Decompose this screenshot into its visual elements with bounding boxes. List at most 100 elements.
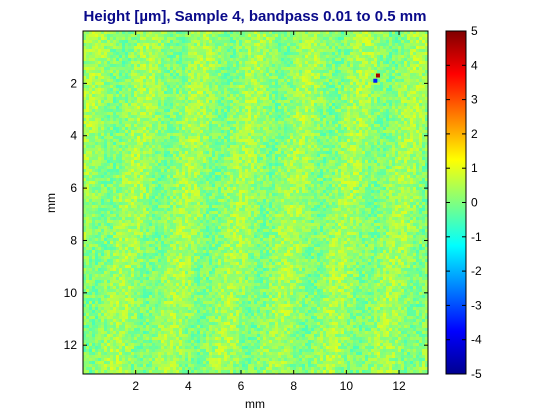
heatmap-cell: [116, 103, 119, 106]
heatmap-cell: [353, 139, 356, 142]
heatmap-cell: [203, 148, 206, 151]
heatmap-cell: [101, 52, 104, 55]
heatmap-cell: [131, 88, 134, 91]
heatmap-cell: [356, 61, 359, 64]
heatmap-cell: [302, 73, 305, 76]
heatmap-cell: [188, 139, 191, 142]
heatmap-cell: [338, 127, 341, 130]
heatmap-cell: [98, 55, 101, 58]
heatmap-cell: [308, 34, 311, 37]
heatmap-cell: [323, 73, 326, 76]
heatmap-cell: [218, 49, 221, 52]
heatmap-cell: [254, 67, 257, 70]
heatmap-cell: [176, 100, 179, 103]
heatmap-cell: [260, 100, 263, 103]
heatmap-cell: [347, 97, 350, 100]
heatmap-cell: [419, 70, 422, 73]
heatmap-cell: [314, 85, 317, 88]
heatmap-cell: [311, 85, 314, 88]
heatmap-cell: [275, 145, 278, 148]
heatmap-cell: [98, 58, 101, 61]
heatmap-cell: [233, 109, 236, 112]
heatmap-cell: [269, 103, 272, 106]
heatmap-cell: [125, 55, 128, 58]
heatmap-cell: [188, 142, 191, 145]
heatmap-cell: [326, 40, 329, 43]
heatmap-cell: [110, 49, 113, 52]
heatmap-cell: [209, 136, 212, 139]
heatmap-cell: [152, 109, 155, 112]
heatmap-cell: [161, 142, 164, 145]
heatmap-cell: [140, 97, 143, 100]
heatmap-cell: [230, 151, 233, 154]
heatmap-cell: [233, 118, 236, 121]
heatmap-cell: [320, 157, 323, 160]
heatmap-cell: [380, 97, 383, 100]
heatmap-cell: [206, 130, 209, 133]
heatmap-cell: [278, 124, 281, 127]
heatmap-cell: [203, 130, 206, 133]
heatmap-cell: [119, 67, 122, 70]
heatmap-cell: [401, 49, 404, 52]
heatmap-cell: [191, 79, 194, 82]
heatmap-cell: [110, 55, 113, 58]
heatmap-cell: [242, 46, 245, 49]
heatmap-cell: [236, 133, 239, 136]
heatmap-cell: [356, 151, 359, 154]
heatmap-cell: [383, 94, 386, 97]
heatmap-cell: [338, 64, 341, 67]
heatmap-cell: [119, 94, 122, 97]
heatmap-cell: [266, 118, 269, 121]
heatmap-cell: [341, 157, 344, 160]
heatmap-cell: [236, 97, 239, 100]
heatmap-cell: [320, 76, 323, 79]
heatmap-cell: [308, 115, 311, 118]
heatmap-cell: [236, 64, 239, 67]
heatmap-cell: [395, 61, 398, 64]
heatmap-cell: [362, 52, 365, 55]
heatmap-cell: [197, 73, 200, 76]
heatmap-cell: [419, 142, 422, 145]
heatmap-cell: [134, 46, 137, 49]
heatmap-cell: [314, 76, 317, 79]
heatmap-cell: [95, 85, 98, 88]
heatmap-cell: [293, 91, 296, 94]
heatmap-cell: [206, 58, 209, 61]
heatmap-cell: [281, 139, 284, 142]
heatmap-cell: [236, 142, 239, 145]
heatmap-cell: [317, 34, 320, 37]
heatmap-cell: [251, 148, 254, 151]
heatmap-cell: [347, 61, 350, 64]
heatmap-cell: [98, 79, 101, 82]
heatmap-cell: [395, 115, 398, 118]
heatmap-cell: [134, 82, 137, 85]
heatmap-cell: [152, 61, 155, 64]
heatmap-cell: [155, 97, 158, 100]
heatmap-cell: [227, 55, 230, 58]
heatmap-cell: [266, 127, 269, 130]
heatmap-cell: [89, 97, 92, 100]
heatmap-cell: [335, 112, 338, 115]
heatmap-cell: [185, 40, 188, 43]
heatmap-cell: [359, 115, 362, 118]
heatmap-cell: [353, 133, 356, 136]
heatmap-cell: [197, 76, 200, 79]
heatmap-cell: [383, 115, 386, 118]
heatmap-cell: [98, 49, 101, 52]
heatmap-cell: [365, 145, 368, 148]
heatmap-cell: [239, 112, 242, 115]
heatmap-cell: [167, 112, 170, 115]
heatmap-cell: [107, 37, 110, 40]
heatmap-cell: [323, 85, 326, 88]
heatmap-cell: [188, 157, 191, 160]
heatmap-cell: [293, 85, 296, 88]
heatmap-cell: [206, 157, 209, 160]
heatmap-cell: [125, 133, 128, 136]
heatmap-cell: [113, 64, 116, 67]
heatmap-cell: [140, 82, 143, 85]
heatmap-cell: [209, 52, 212, 55]
heatmap-cell: [251, 109, 254, 112]
heatmap-cell: [206, 76, 209, 79]
heatmap-cell: [140, 100, 143, 103]
heatmap-cell: [182, 85, 185, 88]
